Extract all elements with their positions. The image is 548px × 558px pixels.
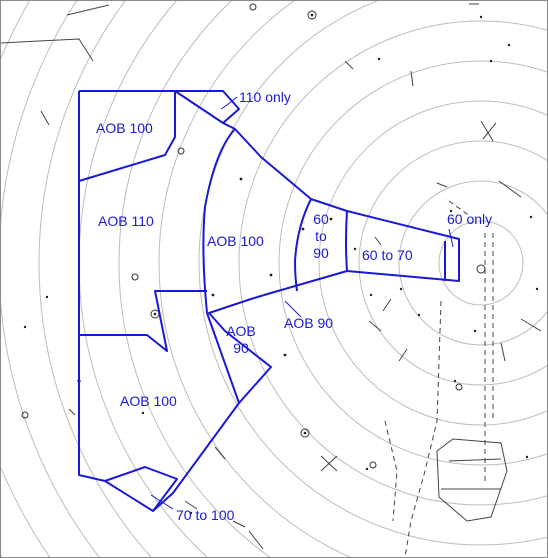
callout-110-only: 110 only (239, 89, 291, 105)
zone-label-aob-90-line-1: AOB (226, 323, 256, 339)
callout-leaders (150, 96, 454, 510)
zone-label-60-to-70: 60 to 70 (362, 247, 413, 263)
zone-label-aob-90-line-2: 90 (233, 340, 249, 356)
zone-label-aob-100-mid: AOB 100 (207, 233, 264, 249)
zone-outlines (78, 90, 460, 512)
callout-60-only: 60 only (447, 211, 493, 227)
zone-label-60-to-90-line-2: to (315, 228, 327, 244)
zone-label-aob-90-box: AOB 90 (223, 323, 259, 357)
zone-label-60-to-90: 60 to 90 (309, 211, 333, 262)
callout-70-to-100: 70 to 100 (176, 507, 235, 523)
callout-aob-90: AOB 90 (284, 315, 334, 331)
zone-label-60-to-90-line-3: 90 (313, 245, 329, 261)
zone-label-aob-100-top: AOB 100 (96, 120, 153, 136)
zone-label-aob-100-bottom: AOB 100 (120, 393, 177, 409)
zone-label-60-to-90-line-1: 60 (313, 211, 329, 227)
zone-label-aob-110: AOB 110 (98, 213, 154, 229)
background-features (1, 3, 542, 557)
